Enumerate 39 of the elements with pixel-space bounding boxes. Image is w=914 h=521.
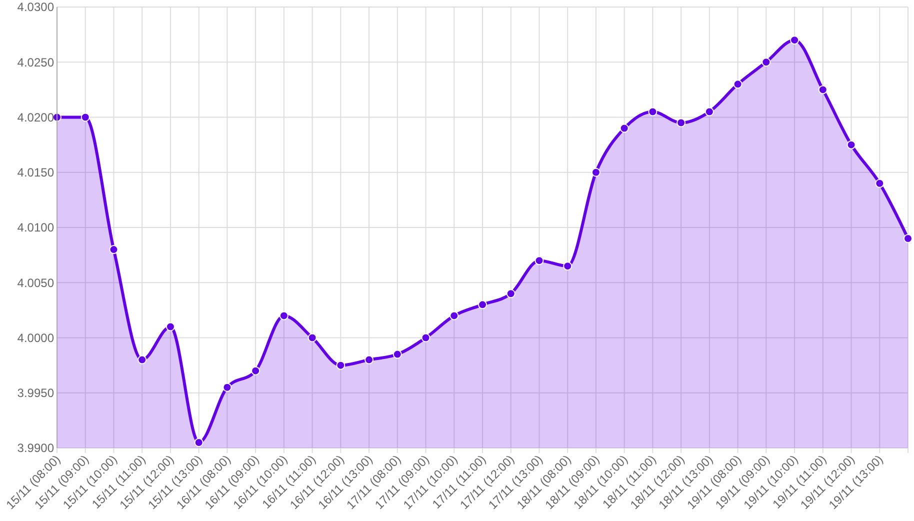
point <box>506 289 516 298</box>
point <box>704 107 714 116</box>
y-tick-label: 3.9950 <box>17 386 54 400</box>
point <box>676 118 686 128</box>
point <box>138 355 147 364</box>
y-tick-label: 4.0150 <box>17 166 54 180</box>
point <box>648 107 658 116</box>
point <box>620 124 629 133</box>
point <box>194 438 204 447</box>
point <box>450 311 459 320</box>
point <box>392 350 402 359</box>
point <box>279 311 288 320</box>
y-tick-label: 4.0000 <box>17 330 54 345</box>
point <box>222 382 232 392</box>
y-tick-label: 4.0050 <box>17 276 54 290</box>
point <box>591 168 600 177</box>
point <box>534 256 544 266</box>
point <box>478 300 487 310</box>
point <box>818 85 828 94</box>
point <box>80 112 90 122</box>
point <box>308 333 317 342</box>
point <box>336 360 346 370</box>
point <box>563 262 572 271</box>
y-tick-label: 4.0250 <box>17 55 54 70</box>
point <box>251 366 260 376</box>
point <box>762 58 771 67</box>
y-tick-label: 4.0100 <box>17 220 54 235</box>
y-tick-label: 3.9900 <box>17 441 54 456</box>
point <box>875 178 884 188</box>
point <box>846 140 856 150</box>
y-tick-label: 4.0300 <box>17 0 54 14</box>
point <box>733 80 742 89</box>
point <box>109 245 118 254</box>
point <box>166 322 175 332</box>
point <box>904 234 912 244</box>
y-tick-label: 4.0200 <box>17 110 54 124</box>
point <box>421 333 430 342</box>
point <box>364 355 374 364</box>
point <box>790 36 800 45</box>
